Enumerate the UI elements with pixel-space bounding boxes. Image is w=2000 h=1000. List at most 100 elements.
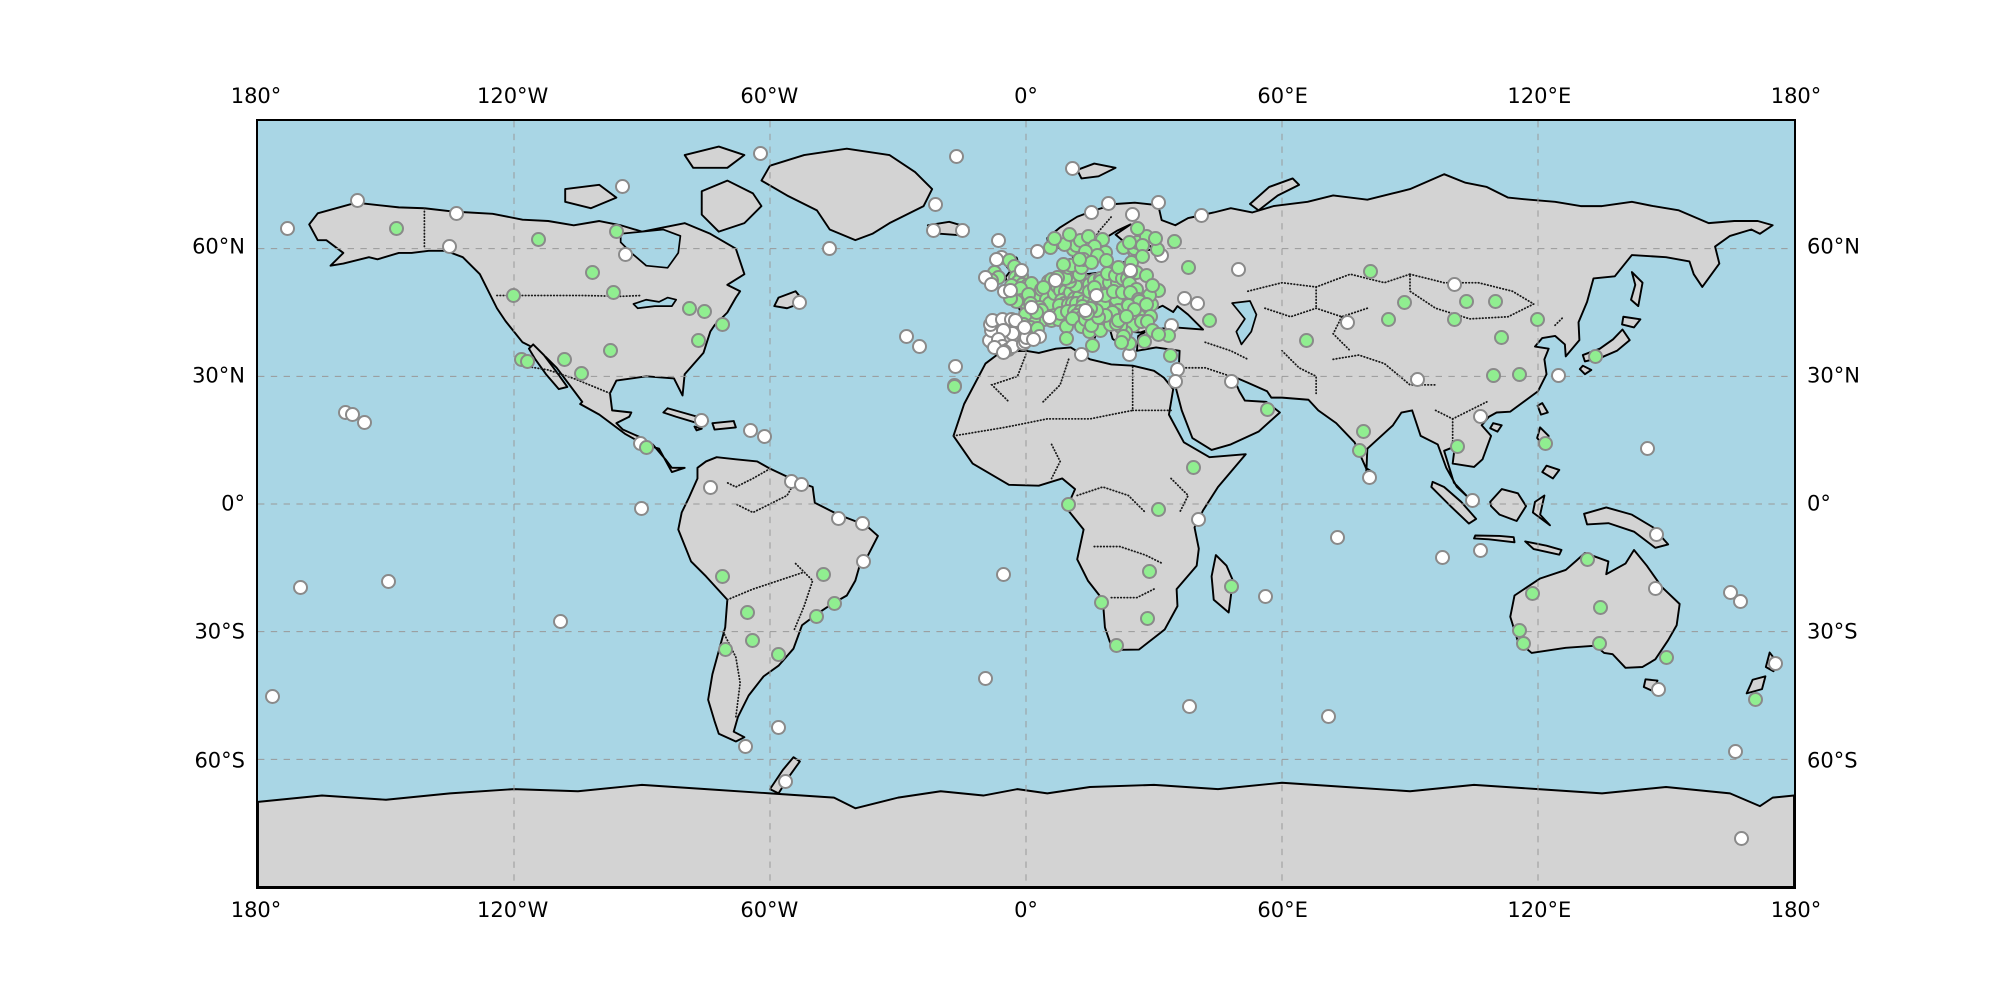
- green-station-marker: [1085, 338, 1101, 354]
- white-station-marker: [794, 477, 810, 493]
- tick-label-bottom: 60°E: [1257, 898, 1308, 922]
- white-station-marker: [1733, 831, 1749, 847]
- tick-label-bottom: 180°: [1770, 898, 1822, 922]
- green-station-marker: [771, 647, 787, 663]
- world-map: [256, 119, 1796, 889]
- white-station-marker: [1193, 208, 1209, 224]
- green-station-marker: [744, 633, 760, 649]
- green-station-marker: [815, 566, 831, 582]
- white-station-marker: [792, 295, 808, 311]
- white-station-marker: [770, 719, 786, 735]
- white-station-marker: [349, 193, 365, 209]
- white-station-marker: [552, 614, 568, 630]
- green-station-marker: [602, 342, 618, 358]
- tick-label-left: 60°N: [192, 234, 245, 259]
- white-station-marker: [1041, 309, 1057, 325]
- white-station-marker: [899, 328, 915, 344]
- white-station-marker: [978, 670, 994, 686]
- green-station-marker: [1046, 231, 1062, 247]
- white-station-marker: [1002, 283, 1018, 299]
- white-station-marker: [345, 406, 361, 422]
- green-station-marker: [1136, 334, 1152, 350]
- green-station-marker: [827, 596, 843, 612]
- white-station-marker: [614, 178, 630, 194]
- tick-label-right: 60°N: [1807, 234, 1860, 259]
- white-station-marker: [1088, 287, 1104, 303]
- green-station-marker: [1587, 348, 1603, 364]
- green-station-marker: [1141, 564, 1157, 580]
- white-station-marker: [738, 739, 754, 755]
- white-station-marker: [1074, 346, 1090, 362]
- green-station-marker: [1511, 366, 1527, 382]
- green-station-marker: [1447, 312, 1463, 328]
- white-station-marker: [1472, 543, 1488, 559]
- white-station-marker: [1078, 303, 1094, 318]
- white-station-marker: [1048, 273, 1064, 289]
- tick-label-top: 60°E: [1257, 84, 1308, 108]
- white-station-marker: [1464, 492, 1480, 508]
- green-station-marker: [808, 608, 824, 624]
- tick-label-left: 0°: [221, 491, 245, 516]
- green-station-marker: [1450, 439, 1466, 455]
- white-station-marker: [356, 414, 372, 430]
- green-station-marker: [1525, 585, 1541, 601]
- tick-label-top: 120°W: [476, 84, 549, 108]
- green-station-marker: [1396, 295, 1412, 311]
- green-station-marker: [690, 332, 706, 348]
- white-station-marker: [1768, 656, 1784, 672]
- white-station-marker: [634, 501, 650, 517]
- white-station-marker: [742, 422, 758, 438]
- green-station-marker: [1259, 401, 1275, 417]
- tick-label-right: 30°S: [1807, 619, 1858, 644]
- green-station-marker: [715, 317, 731, 333]
- green-station-marker: [1151, 501, 1167, 517]
- green-station-marker: [740, 605, 756, 621]
- green-station-marker: [1163, 347, 1179, 363]
- white-station-marker: [855, 515, 871, 531]
- tick-label-right: 30°N: [1807, 363, 1860, 388]
- white-station-marker: [948, 358, 964, 374]
- green-station-marker: [1486, 367, 1502, 383]
- green-station-marker: [505, 287, 521, 303]
- green-station-marker: [520, 354, 535, 370]
- green-station-marker: [1202, 313, 1218, 329]
- white-station-marker: [996, 566, 1012, 582]
- white-station-marker: [1330, 529, 1346, 545]
- tick-label-bottom: 180°: [230, 898, 282, 922]
- white-station-marker: [991, 233, 1007, 249]
- green-station-marker: [1223, 579, 1239, 595]
- green-station-marker: [1181, 259, 1197, 275]
- green-station-marker: [1093, 595, 1109, 611]
- white-station-marker: [1150, 195, 1166, 211]
- green-station-marker: [1592, 636, 1608, 652]
- white-station-marker: [1084, 205, 1100, 221]
- white-station-marker: [1123, 263, 1139, 279]
- green-station-marker: [638, 439, 654, 455]
- tick-label-top: 120°E: [1507, 84, 1572, 108]
- white-station-marker: [830, 510, 846, 526]
- green-station-marker: [718, 641, 734, 657]
- white-station-marker: [694, 412, 710, 428]
- white-station-marker: [1728, 744, 1744, 760]
- white-station-marker: [293, 580, 309, 596]
- green-station-marker: [1071, 251, 1087, 267]
- green-station-marker: [1747, 691, 1763, 707]
- green-station-marker: [1061, 227, 1077, 243]
- green-station-marker: [557, 351, 573, 367]
- white-station-marker: [1223, 373, 1239, 389]
- white-station-marker: [1024, 300, 1040, 315]
- white-station-marker: [949, 149, 965, 165]
- white-station-marker: [757, 428, 773, 444]
- white-station-marker: [1648, 581, 1664, 597]
- white-station-marker: [1362, 470, 1378, 486]
- white-station-marker: [1639, 440, 1655, 456]
- green-station-marker: [1352, 442, 1368, 458]
- markers-layer: [258, 121, 1794, 887]
- green-station-marker: [1593, 600, 1609, 616]
- white-station-marker: [1434, 550, 1450, 566]
- white-station-marker: [1026, 332, 1042, 348]
- green-station-marker: [1118, 308, 1134, 324]
- green-station-marker: [1061, 497, 1077, 513]
- basemap-svg: [258, 121, 1794, 887]
- green-station-marker: [1580, 551, 1596, 567]
